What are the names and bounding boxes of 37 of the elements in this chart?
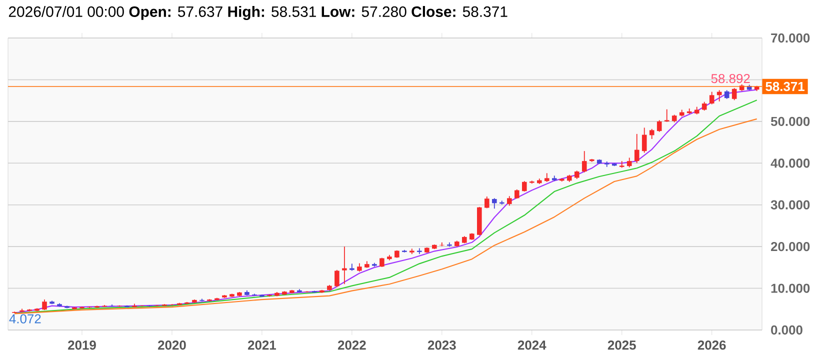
candlestick [656, 120, 662, 132]
y-tick-label: 50.000 [770, 116, 810, 126]
candlestick [380, 257, 384, 268]
candlestick [492, 198, 497, 210]
candlestick [506, 196, 512, 206]
y-tick-label: 30.000 [770, 200, 810, 210]
candlestick [514, 188, 520, 200]
x-tick-label: 2023 [428, 340, 456, 350]
candlestick [732, 88, 737, 101]
ref-line-label: 58.371 [766, 82, 804, 92]
candlestick [342, 246, 347, 285]
candlestick [642, 127, 647, 154]
y-tick-label: 70.000 [771, 33, 810, 43]
x-tick-label: 2025 [608, 340, 636, 350]
x-tick-label: 2026 [698, 340, 726, 350]
candlestick [42, 299, 47, 310]
candlestick [350, 263, 354, 272]
chart-title: 2026/07/01 00:00 Open: 57.637 High: 58.531 Low: 57.280 Close: 58.371 [8, 6, 508, 20]
y-tick-label: 0.000 [771, 325, 802, 335]
candlestick [582, 150, 587, 173]
candlestick [709, 91, 714, 105]
x-tick-label: 2020 [158, 340, 186, 350]
candlestick [334, 269, 340, 288]
y-tick-label: 20.000 [770, 242, 810, 252]
candlestick [649, 128, 654, 140]
candlestick [664, 108, 670, 122]
candlestick [522, 180, 527, 192]
x-tick-label: 2024 [518, 340, 546, 350]
x-tick-label: 2021 [248, 340, 276, 350]
candlestick [626, 157, 632, 168]
x-tick-label: 2019 [68, 340, 96, 350]
x-tick-label: 2022 [338, 340, 366, 350]
y-tick-label: 40.000 [770, 158, 810, 168]
annotation: 58.892 [711, 74, 750, 84]
candlestick [634, 133, 640, 164]
annotation: 4.072 [9, 314, 41, 324]
y-tick-label: 10.000 [771, 284, 810, 293]
